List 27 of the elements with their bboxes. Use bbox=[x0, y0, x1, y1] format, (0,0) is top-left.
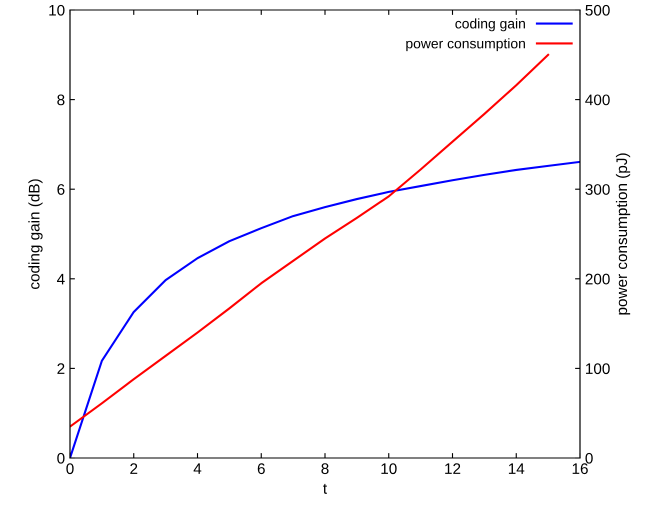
y-tick-label: 10 bbox=[49, 4, 65, 16]
y2-tick-label: 400 bbox=[585, 94, 610, 106]
y-tick-label: 8 bbox=[57, 94, 64, 106]
y2-tick-label: 100 bbox=[586, 363, 610, 374]
y-tick-label: 0 bbox=[57, 452, 65, 464]
x-tick-label: 4 bbox=[194, 463, 202, 474]
line-series bbox=[70, 54, 550, 428]
x-tick-label: 12 bbox=[445, 463, 460, 474]
x-tick-label: 6 bbox=[258, 463, 265, 474]
y-tick-label: 6 bbox=[57, 184, 64, 195]
x-tick-label: 8 bbox=[321, 463, 329, 474]
legend-label: coding gain bbox=[455, 18, 525, 32]
y-tick-label: 2 bbox=[57, 363, 64, 374]
legend-label: power consumption bbox=[406, 38, 525, 52]
x-tick-label: 2 bbox=[130, 463, 138, 474]
y2-tick-label: 500 bbox=[585, 4, 610, 16]
y2-tick-label: 200 bbox=[586, 274, 610, 284]
y2-axis-title: power consumption (pJ) bbox=[616, 153, 630, 315]
y-tick-label: 4 bbox=[56, 274, 65, 284]
x-tick-label: 16 bbox=[572, 463, 588, 474]
x-tick-label: 10 bbox=[381, 463, 397, 474]
y2-tick-label: 300 bbox=[585, 184, 610, 195]
y-axis-title: coding gain (dB) bbox=[28, 179, 43, 289]
x-tick-label: 0 bbox=[66, 463, 74, 474]
x-axis-title: t bbox=[323, 484, 328, 494]
x-tick-label: 14 bbox=[508, 463, 524, 474]
y2-tick-label: 0 bbox=[585, 452, 593, 464]
